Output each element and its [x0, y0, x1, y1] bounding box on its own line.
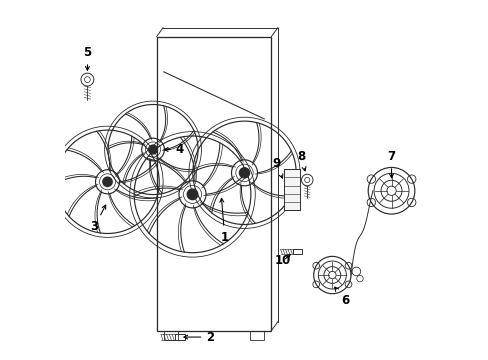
Bar — [163, 330, 178, 339]
Bar — [156, 37, 271, 330]
Bar — [284, 169, 300, 211]
Text: 9: 9 — [272, 157, 282, 178]
Circle shape — [187, 189, 197, 199]
Text: 10: 10 — [275, 254, 291, 267]
Text: 2: 2 — [183, 330, 214, 343]
Circle shape — [102, 177, 112, 186]
Text: 7: 7 — [386, 150, 395, 178]
Bar — [292, 249, 302, 254]
Text: 1: 1 — [220, 198, 228, 244]
Bar — [175, 334, 184, 340]
Text: 8: 8 — [296, 150, 305, 171]
Text: 5: 5 — [83, 46, 91, 70]
Text: 6: 6 — [334, 287, 348, 307]
Bar — [249, 330, 264, 339]
Circle shape — [148, 145, 157, 154]
Text: 3: 3 — [90, 205, 105, 233]
Text: 4: 4 — [164, 143, 183, 156]
Circle shape — [239, 168, 249, 178]
